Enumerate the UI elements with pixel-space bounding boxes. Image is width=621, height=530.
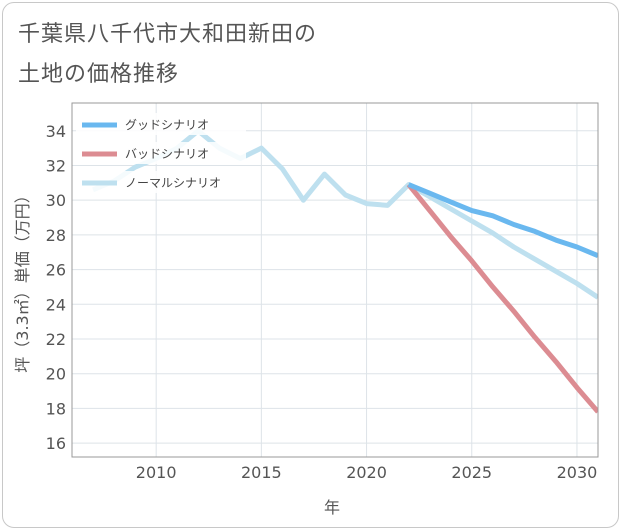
y-tick-label: 20: [46, 365, 66, 384]
plot-frame: [71, 102, 599, 458]
y-tick-label: 28: [46, 226, 66, 245]
y-tick-label: 34: [46, 122, 66, 141]
y-tick-label: 24: [46, 295, 66, 314]
legend-bg: [76, 171, 246, 193]
y-tick-label: 16: [46, 434, 66, 453]
x-tick-label: 2030: [557, 463, 598, 482]
legend-bg: [76, 142, 246, 164]
series-line-0: [407, 182, 598, 259]
y-tick-label: 26: [46, 261, 66, 280]
x-tick-label: 2010: [136, 463, 177, 482]
tick-labels: 16 18 20 22 24 26 28 30 32 34 2010 2015 2020 2025 2030: [46, 122, 598, 482]
grid: [72, 103, 598, 457]
y-tick-label: 18: [46, 399, 66, 418]
x-tick-label: 2020: [346, 463, 387, 482]
series-line-1: [406, 183, 598, 414]
x-tick-label: 2025: [451, 463, 492, 482]
chart-title-line2: 土地の価格推移: [18, 62, 180, 87]
x-tick-label: 2015: [241, 463, 282, 482]
x-axis-label: 年: [324, 498, 340, 517]
y-tick-label: 30: [46, 191, 66, 210]
y-tick-label: 32: [46, 156, 66, 175]
y-tick-label: 22: [46, 330, 66, 349]
legend-label: グッドシナリオ: [125, 118, 209, 132]
legend-label: ノーマルシナリオ: [125, 176, 221, 190]
legend-bg: [76, 113, 246, 135]
chart-title-line1: 千葉県八千代市大和田新田の: [18, 22, 318, 47]
legend-label: バッドシナリオ: [125, 147, 209, 161]
y-axis-label: 坪（3.3㎡）単価（万円）: [13, 187, 32, 372]
